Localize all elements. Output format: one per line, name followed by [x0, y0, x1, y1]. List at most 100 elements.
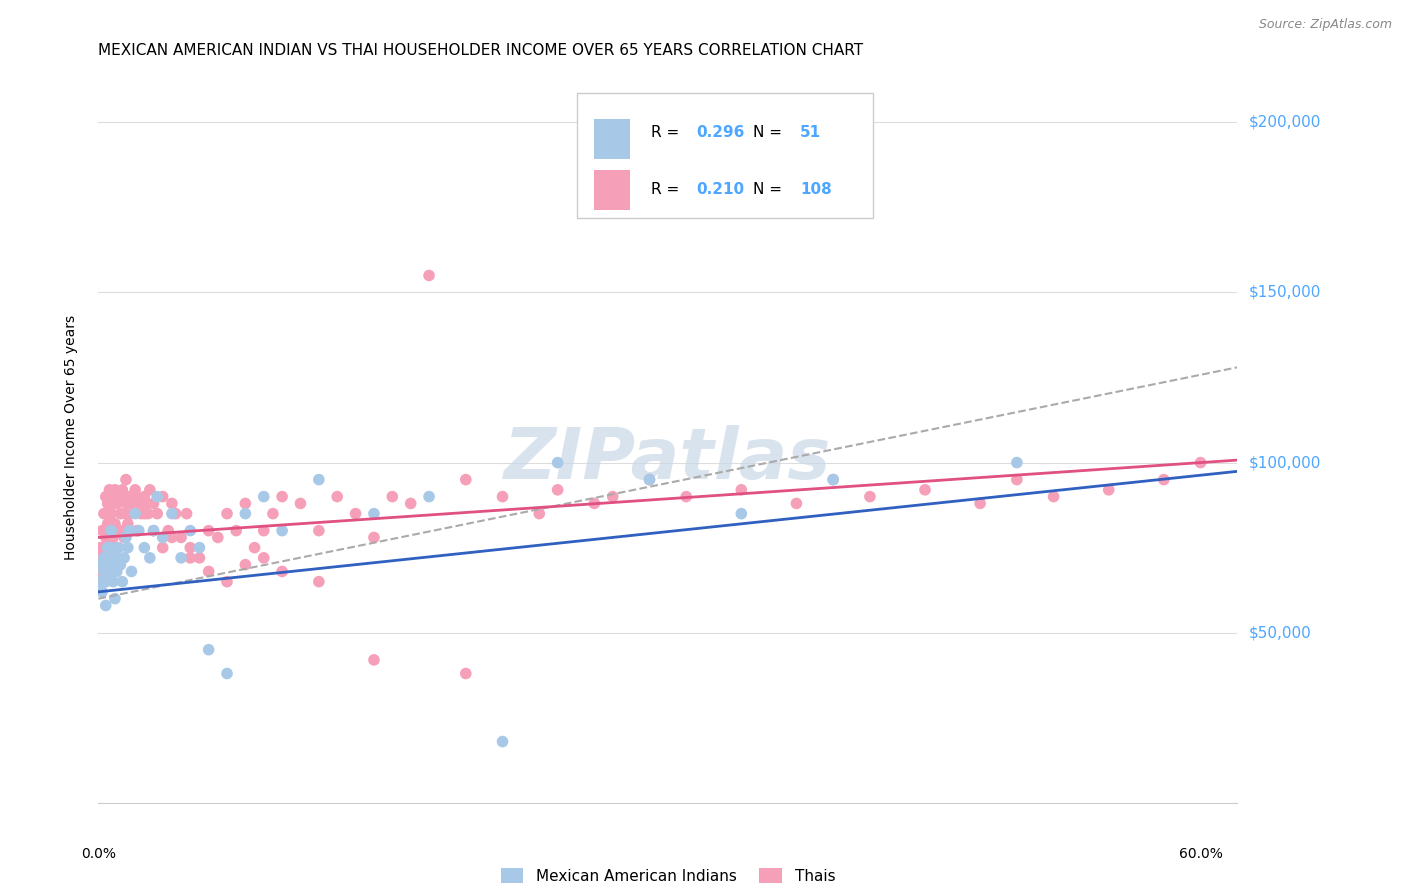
Point — [105, 490, 128, 504]
FancyBboxPatch shape — [576, 94, 873, 218]
Point — [98, 483, 121, 497]
Text: MEXICAN AMERICAN INDIAN VS THAI HOUSEHOLDER INCOME OVER 65 YEARS CORRELATION CHA: MEXICAN AMERICAN INDIAN VS THAI HOUSEHOL… — [98, 43, 863, 58]
Point — [100, 524, 122, 538]
Point — [98, 516, 121, 531]
Point — [547, 483, 569, 497]
Point — [326, 490, 349, 504]
Point — [100, 524, 122, 538]
Point — [98, 541, 121, 555]
Point — [235, 558, 257, 572]
Point — [107, 541, 129, 555]
Point — [730, 507, 752, 521]
Point — [111, 574, 134, 589]
Point — [363, 531, 385, 545]
Point — [638, 473, 661, 487]
Point — [170, 531, 193, 545]
Point — [152, 531, 174, 545]
FancyBboxPatch shape — [593, 119, 630, 159]
Point — [243, 541, 266, 555]
Point — [134, 541, 156, 555]
Text: $150,000: $150,000 — [1249, 285, 1320, 300]
Point — [94, 524, 117, 538]
Point — [104, 591, 127, 606]
Text: 0.296: 0.296 — [696, 125, 745, 139]
Point — [399, 496, 422, 510]
Point — [91, 585, 114, 599]
Point — [1005, 456, 1028, 470]
Point — [142, 524, 165, 538]
Point — [188, 541, 211, 555]
Point — [914, 483, 936, 497]
Text: 51: 51 — [800, 125, 821, 139]
Point — [197, 565, 219, 579]
Point — [107, 490, 129, 504]
Point — [308, 524, 330, 538]
Point — [121, 507, 143, 521]
Point — [94, 490, 117, 504]
Text: R =: R = — [651, 125, 683, 139]
Point — [290, 496, 312, 510]
Point — [122, 496, 145, 510]
Point — [179, 524, 201, 538]
Point — [110, 558, 132, 572]
Point — [139, 483, 162, 497]
Point — [93, 507, 115, 521]
Point — [253, 490, 276, 504]
Point — [93, 558, 115, 572]
Point — [235, 507, 257, 521]
Point — [454, 473, 477, 487]
Point — [179, 550, 201, 565]
Point — [100, 541, 122, 555]
Point — [381, 490, 404, 504]
Point — [146, 507, 169, 521]
Point — [101, 531, 124, 545]
Point — [94, 574, 117, 589]
Point — [97, 516, 120, 531]
Point — [823, 473, 845, 487]
Point — [97, 541, 120, 555]
Point — [454, 666, 477, 681]
Point — [97, 531, 120, 545]
Point — [111, 483, 134, 497]
Point — [91, 550, 114, 565]
Point — [1005, 473, 1028, 487]
Point — [179, 541, 201, 555]
Point — [225, 524, 247, 538]
Point — [215, 574, 238, 589]
Point — [100, 507, 122, 521]
Point — [91, 524, 114, 538]
Point — [146, 490, 169, 504]
Text: ZIPatlas: ZIPatlas — [505, 425, 831, 493]
Point — [969, 496, 991, 510]
Point — [115, 531, 138, 545]
Point — [93, 565, 115, 579]
Point — [197, 524, 219, 538]
Point — [101, 496, 124, 510]
Point — [89, 565, 111, 579]
Point — [583, 496, 606, 510]
Text: $200,000: $200,000 — [1249, 115, 1320, 130]
Point — [139, 550, 162, 565]
Point — [101, 574, 124, 589]
Point — [602, 490, 624, 504]
Point — [1098, 483, 1121, 497]
Point — [134, 490, 156, 504]
Point — [529, 507, 551, 521]
Point — [105, 496, 128, 510]
Point — [93, 550, 115, 565]
Point — [136, 507, 159, 521]
Point — [98, 565, 121, 579]
Text: 0.210: 0.210 — [696, 182, 744, 197]
Point — [105, 541, 128, 555]
Point — [128, 496, 150, 510]
Point — [1189, 456, 1212, 470]
Point — [124, 490, 146, 504]
Point — [157, 524, 180, 538]
Point — [134, 507, 156, 521]
Point — [1042, 490, 1064, 504]
Point — [97, 558, 120, 572]
Point — [271, 490, 294, 504]
FancyBboxPatch shape — [593, 170, 630, 211]
Point — [93, 541, 115, 555]
Point — [152, 541, 174, 555]
